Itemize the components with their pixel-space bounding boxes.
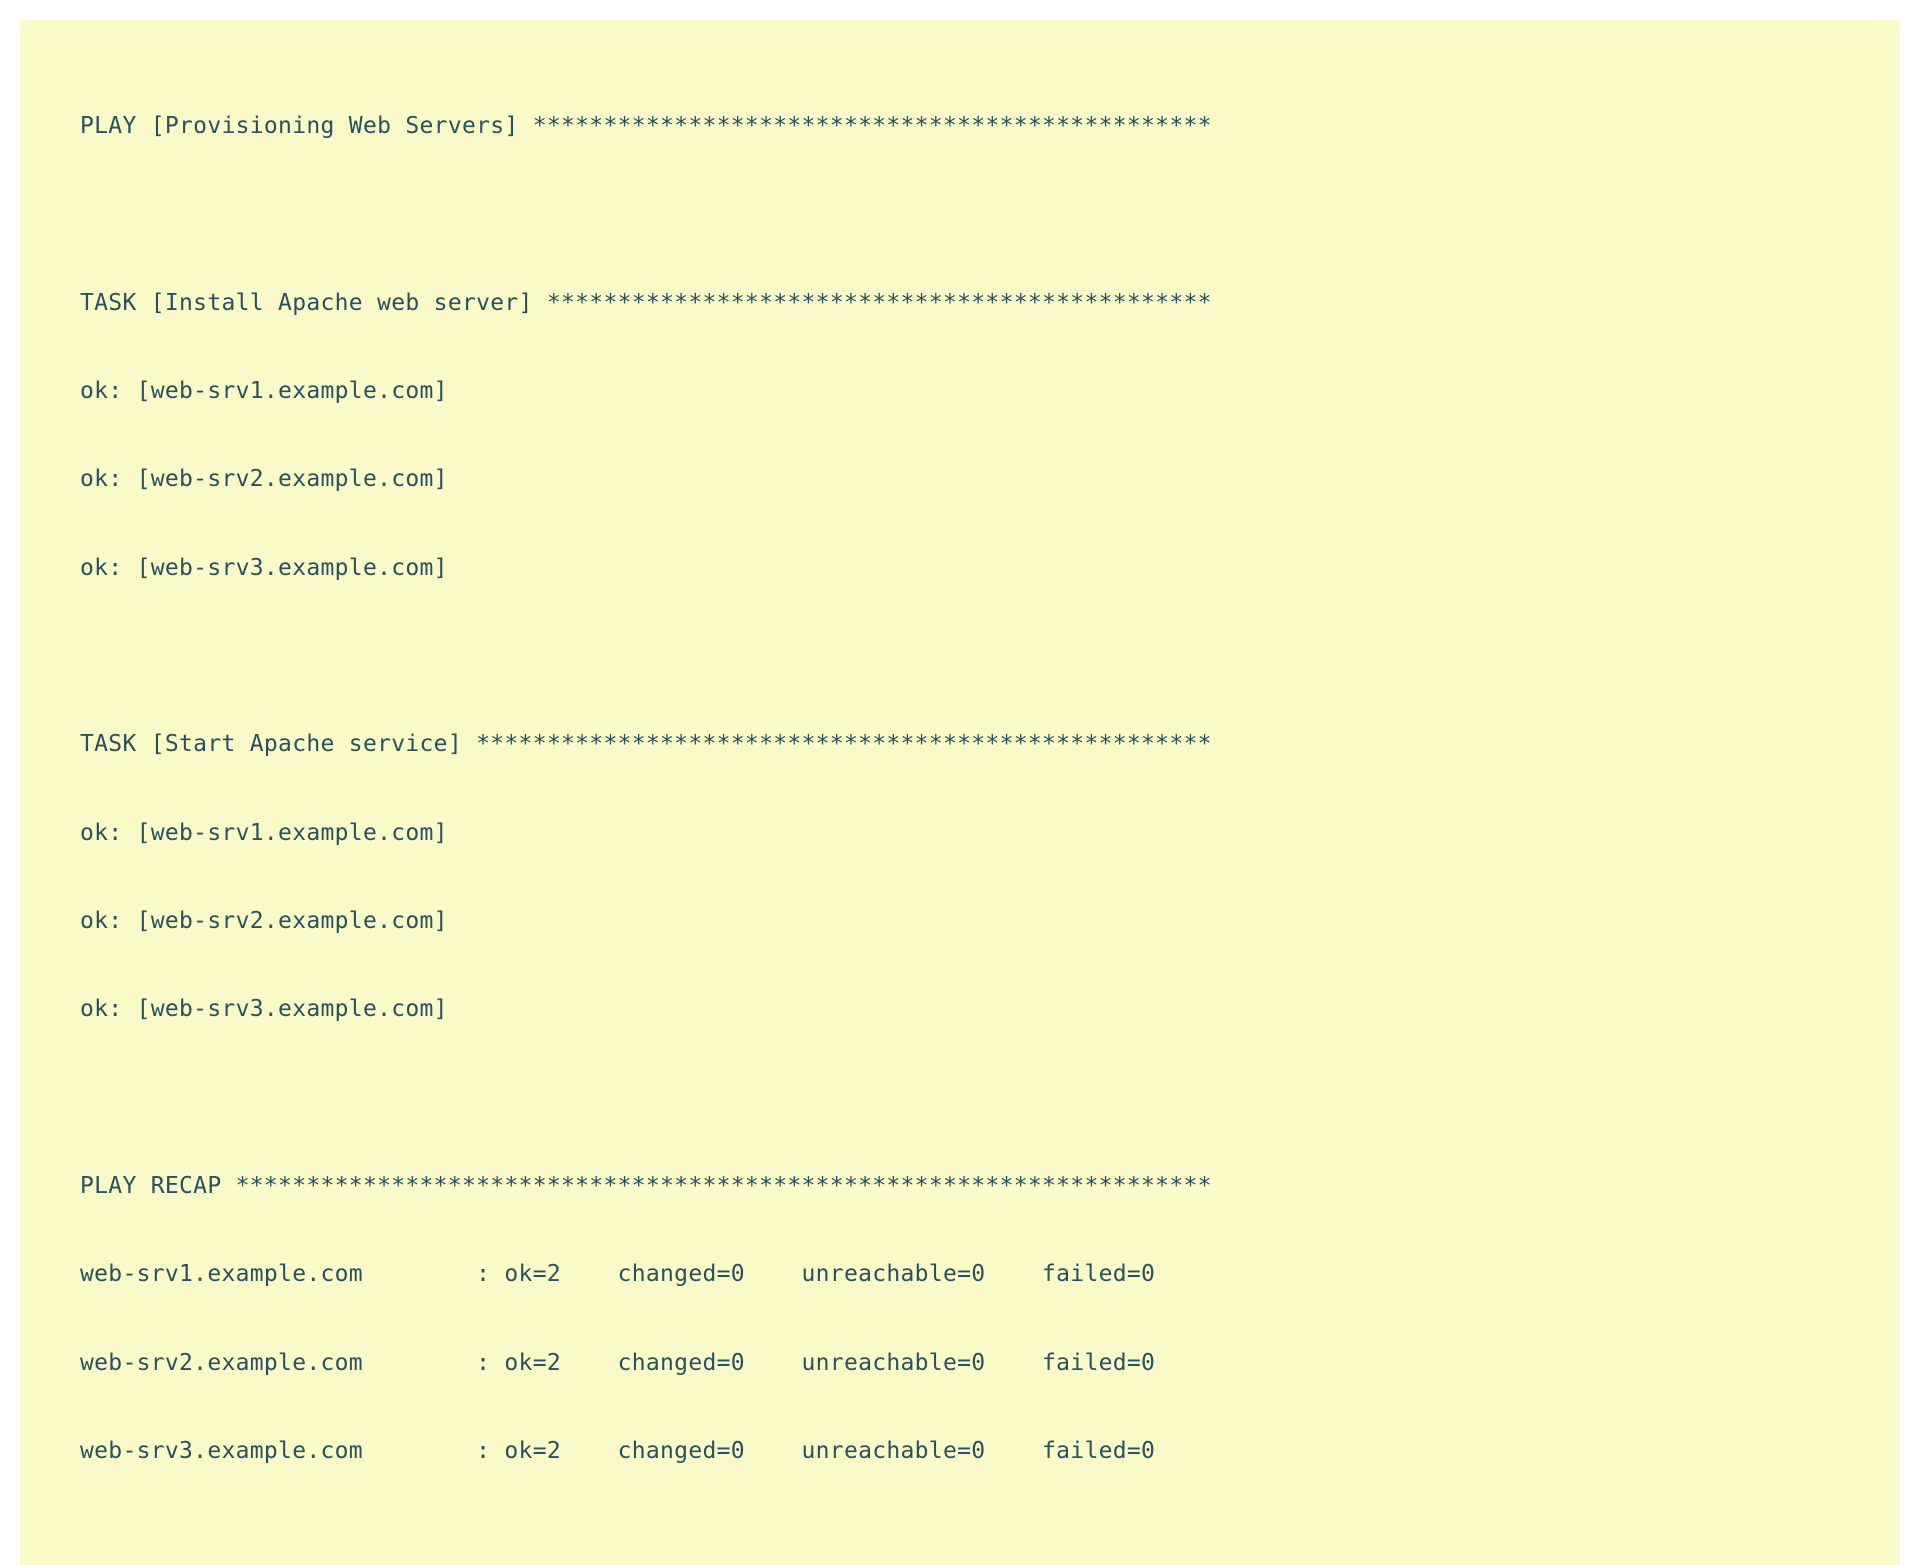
recap-header: PLAY RECAP *****************************…: [80, 1164, 1840, 1208]
task-result-line: ok: [web-srv2.example.com]: [80, 899, 1840, 943]
blank-line: [80, 1076, 1840, 1120]
play-header: PLAY [Provisioning Web Servers] ********…: [80, 104, 1840, 148]
recap-host-line: web-srv1.example.com : ok=2 changed=0 un…: [80, 1252, 1840, 1296]
ansible-output-block: PLAY [Provisioning Web Servers] ********…: [20, 20, 1900, 1565]
recap-host-line: web-srv3.example.com : ok=2 changed=0 un…: [80, 1429, 1840, 1473]
blank-line: [80, 634, 1840, 678]
blank-line: [80, 192, 1840, 236]
task-header: TASK [Install Apache web server] *******…: [80, 281, 1840, 325]
task-result-line: ok: [web-srv1.example.com]: [80, 369, 1840, 413]
task-result-line: ok: [web-srv2.example.com]: [80, 457, 1840, 501]
task-result-line: ok: [web-srv1.example.com]: [80, 811, 1840, 855]
task-header: TASK [Start Apache service] ************…: [80, 722, 1840, 766]
task-result-line: ok: [web-srv3.example.com]: [80, 546, 1840, 590]
recap-host-line: web-srv2.example.com : ok=2 changed=0 un…: [80, 1341, 1840, 1385]
task-result-line: ok: [web-srv3.example.com]: [80, 987, 1840, 1031]
